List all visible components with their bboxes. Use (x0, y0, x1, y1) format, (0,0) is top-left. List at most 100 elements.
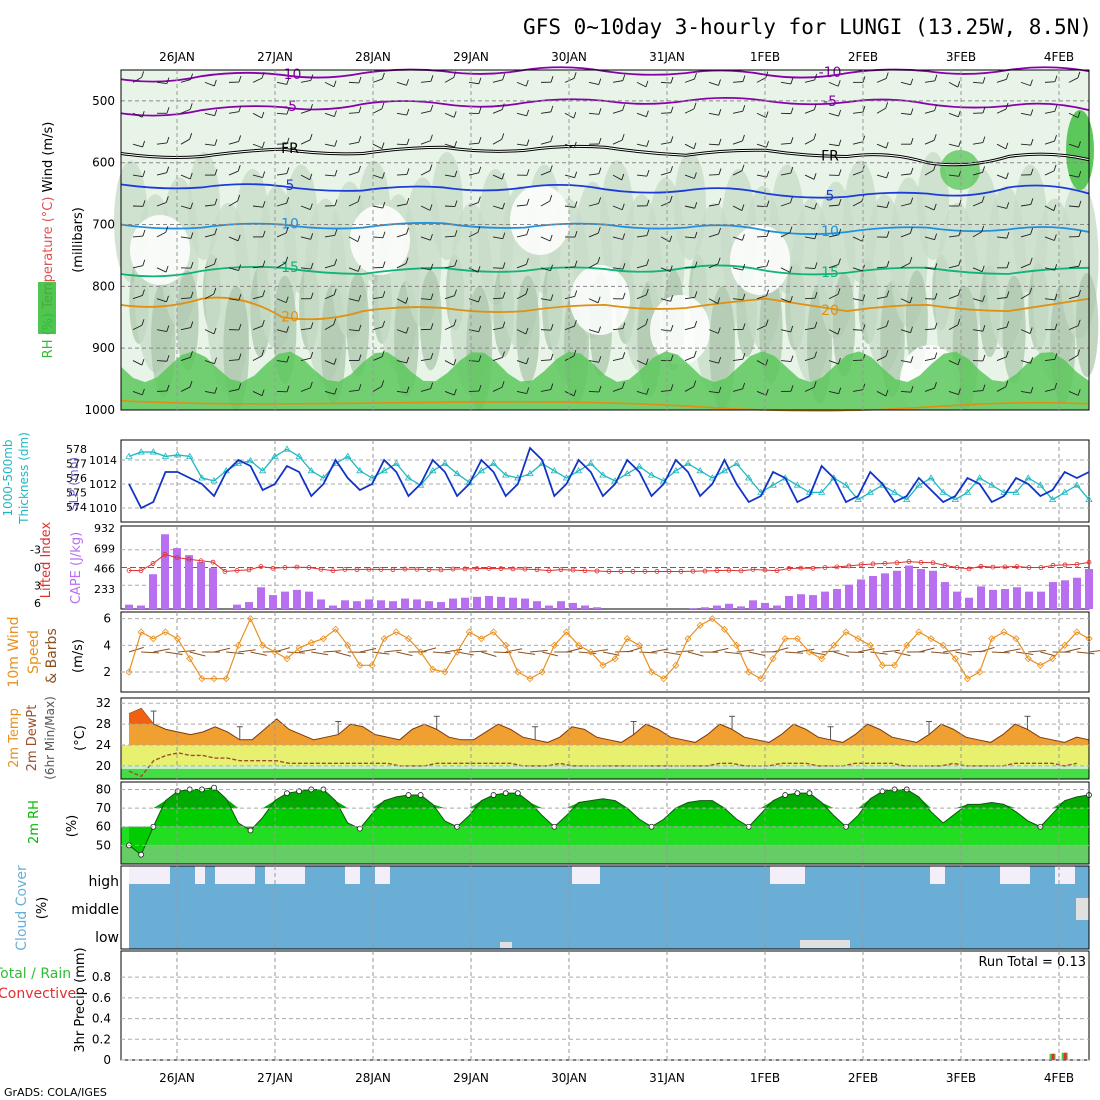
wind-barb-flag (789, 266, 793, 273)
li-point (1074, 561, 1080, 567)
contour-label: 20 (281, 309, 299, 325)
li-point (798, 565, 804, 571)
temp-tick: 32 (96, 696, 111, 710)
wind-barb-flag (502, 291, 506, 299)
li-point (354, 567, 360, 573)
wind-barb-flag (501, 173, 505, 180)
wind-barb-flag (982, 384, 986, 391)
date-label-bottom: 30JAN (551, 1071, 587, 1085)
high-cloud-gap (345, 866, 360, 884)
wind-barb-10m (529, 649, 548, 653)
cape-bar (233, 604, 241, 609)
minmax-label: (6hr Min/Max) (43, 696, 57, 780)
panel-frame (120, 865, 1090, 950)
wind-barb (372, 236, 384, 239)
wind-barb (852, 141, 863, 145)
date-label-top: 31JAN (649, 50, 685, 64)
precip-bar-conv (1063, 1052, 1067, 1060)
wind-speed-point (271, 648, 279, 656)
cape-bar (713, 605, 721, 609)
wind-barb-flag (430, 104, 434, 112)
wind-barb-flag (765, 71, 769, 78)
wind-barb-flag (382, 201, 386, 209)
dry-pocket (570, 265, 630, 335)
wind-speed-point (149, 635, 157, 643)
wind-barb-flag (669, 195, 673, 203)
cape-bar (725, 603, 733, 609)
wind-barb-flag (525, 327, 529, 335)
thickness-point (441, 459, 449, 466)
cape-bar (929, 570, 937, 609)
wind-barb-flag (262, 290, 266, 297)
rh2m-unit: (%) (65, 815, 80, 838)
wind-barb (948, 391, 959, 395)
wind-barb-flag (430, 382, 434, 389)
thickness-point (246, 456, 255, 464)
wind-barb-flag (477, 196, 481, 203)
wind-barb (1020, 391, 1031, 394)
wind-barb (948, 143, 959, 148)
wind-barb (492, 236, 503, 240)
wind-barb (1068, 143, 1079, 148)
wind-barb-10m (238, 649, 256, 653)
wind-barb (876, 391, 887, 397)
li-line (128, 553, 1090, 572)
cape-bar (329, 605, 337, 609)
wind-barb-flag (1030, 228, 1034, 235)
wind-barb (180, 236, 191, 239)
wind-barb (132, 76, 142, 83)
wind-barb (996, 236, 1007, 239)
wind-barb (348, 298, 359, 302)
wind-speed-point (489, 628, 498, 636)
wind-speed-point (587, 648, 595, 656)
wind-barb-flag (934, 104, 938, 111)
wind-barb-flag (334, 140, 338, 147)
wind-barb (636, 81, 647, 88)
wind-barb (612, 109, 623, 114)
wind-unit: (m/s) (71, 639, 86, 673)
wind-barb-flag (621, 173, 625, 181)
wind-barb (132, 391, 143, 396)
wind-barb (1020, 360, 1031, 364)
wind-barb-flag (909, 227, 913, 234)
wind-barb (348, 201, 359, 207)
wind-barb (252, 77, 263, 83)
wind-barb-flag (214, 139, 218, 146)
wind-barb-10m (299, 648, 317, 653)
wind-barb (828, 264, 839, 269)
wind-barb-flag (1005, 172, 1009, 179)
wind-barb-flag (934, 292, 938, 300)
cape-bar (161, 534, 169, 609)
wind-barb (228, 140, 239, 145)
wind-barb (564, 205, 575, 208)
wind-barb (132, 235, 144, 238)
wind-barb (348, 329, 359, 332)
wind-speed-point (720, 625, 729, 633)
wind-barb-flag (766, 259, 770, 267)
wind-barb-flag (1078, 230, 1082, 237)
wind-barb-flag (622, 322, 626, 329)
wind-speed-point (174, 635, 182, 643)
wind-barb (756, 143, 767, 148)
wind-barb-flag (934, 352, 938, 359)
li-point (474, 566, 480, 572)
wind-barb-flag (1054, 134, 1057, 142)
wind-speed-point (356, 661, 364, 669)
li-point (306, 565, 312, 570)
wind-barb-flag (765, 389, 769, 396)
wind-barb (516, 143, 527, 147)
wind-barb-flag (621, 203, 625, 210)
wind-barb-10m (213, 647, 231, 653)
wind-barb-flag (454, 230, 458, 237)
thickness-tick: 578 (66, 443, 87, 456)
high-cloud-gap (572, 866, 600, 884)
wind-barb-flag (334, 110, 337, 117)
wind-barb (252, 205, 263, 208)
cape-bar (413, 599, 421, 609)
thickness-point (234, 459, 243, 466)
thickness-point (137, 448, 145, 455)
wind-barb-flag (693, 380, 697, 387)
wind-barb-flag (430, 352, 434, 360)
wind-barb-10m (286, 651, 305, 654)
wind-speed-point (866, 641, 874, 649)
